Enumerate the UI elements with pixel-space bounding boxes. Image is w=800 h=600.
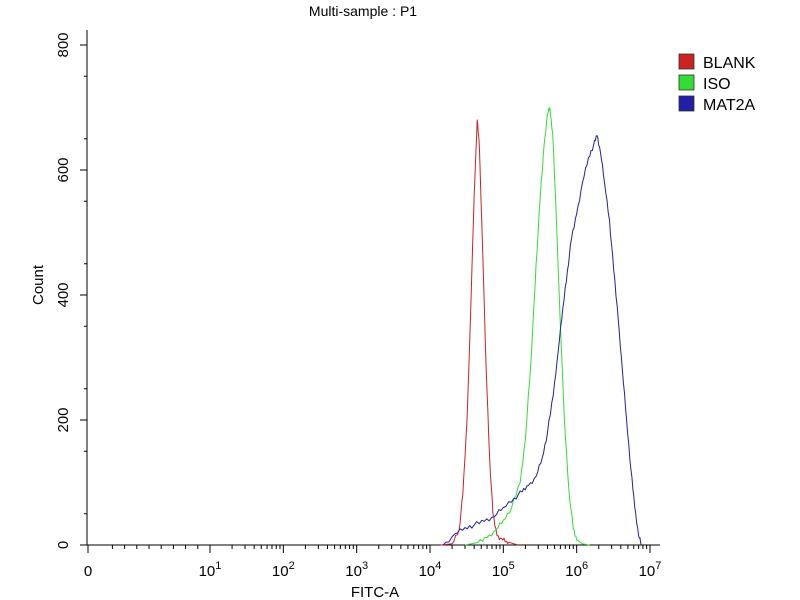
legend-swatch-blank: [678, 53, 695, 70]
y-axis-ticks: 0 200 400 600 800: [55, 32, 87, 549]
series-line-iso: [464, 107, 590, 546]
y-tick-label: 0: [55, 541, 72, 549]
x-tick-label: 0: [84, 563, 92, 580]
legend-label-iso: ISO: [703, 76, 731, 93]
series-line-mat2a: [442, 135, 642, 546]
x-tick-label: 102: [272, 560, 295, 580]
legend: BLANK ISO MAT2A: [678, 53, 756, 114]
x-tick-label: 107: [639, 560, 662, 580]
x-tick-label: 106: [565, 560, 588, 580]
y-tick-label: 600: [55, 157, 72, 182]
chart-title: Multi-sample : P1: [309, 3, 417, 19]
y-tick-label: 800: [55, 32, 72, 57]
x-axis-title: FITC-A: [351, 584, 399, 600]
legend-label-blank: BLANK: [703, 55, 756, 72]
x-tick-label: 105: [492, 560, 515, 580]
series-line-blank: [440, 119, 519, 546]
legend-label-mat2a: MAT2A: [703, 97, 755, 114]
y-tick-label: 400: [55, 282, 72, 307]
y-axis-title: Count: [30, 264, 47, 305]
x-tick-label: 103: [345, 560, 368, 580]
series-lines: [440, 107, 642, 546]
plot-area: 0 200 400 600 800 0 101 102 103 104 105 106 107: [55, 30, 661, 580]
x-tick-label: 101: [199, 560, 222, 580]
y-tick-label: 200: [55, 407, 72, 432]
legend-swatch-iso: [678, 74, 695, 91]
x-tick-label: 104: [419, 560, 442, 580]
legend-swatch-mat2a: [678, 95, 695, 112]
x-axis-ticks: 0 101 102 103 104 105 106 107: [84, 545, 662, 580]
